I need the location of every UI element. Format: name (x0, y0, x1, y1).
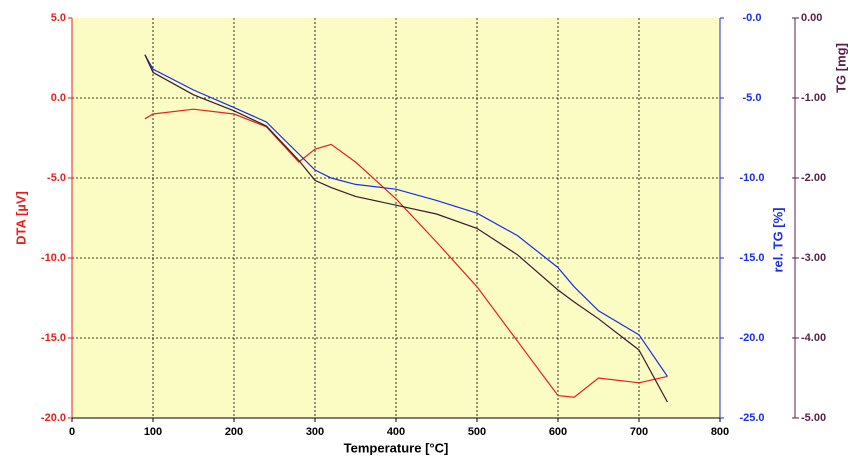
y3-tick-label: -4.00 (801, 332, 826, 344)
y-tick-label: -15.0 (41, 332, 66, 344)
y-tick-label: 0.0 (51, 92, 66, 104)
x-tick-label: 500 (468, 426, 486, 438)
y2-tick-label: -20.0 (739, 332, 764, 344)
y3-tick-label: -1.00 (801, 92, 826, 104)
y-tick-label: -5.0 (47, 172, 66, 184)
y-tick-label: -20.0 (41, 412, 66, 424)
y-tick-label: -10.0 (41, 252, 66, 264)
series-line (144, 108, 668, 398)
x-tick-label: 300 (306, 426, 324, 438)
series-line (144, 54, 668, 403)
y3-tick-label: -5.00 (801, 412, 826, 424)
y2-tick-label: -10.0 (739, 172, 764, 184)
y-tick-label: 5.0 (51, 12, 66, 24)
y-axis-title: DTA [µV] (13, 191, 28, 245)
x-tick-label: 400 (387, 426, 405, 438)
y2-axis-title: rel. TG [%] (770, 207, 785, 272)
y2-tick-label: -15.0 (739, 252, 764, 264)
x-tick-label: 600 (549, 426, 567, 438)
x-tick-label: 0 (69, 426, 75, 438)
y2-tick-label: -0.0 (743, 12, 762, 24)
y3-tick-label: -3.00 (801, 252, 826, 264)
x-axis-title: Temperature [°C] (344, 440, 449, 455)
y3-tick-label: 0.00 (801, 12, 822, 24)
series-line (144, 54, 668, 377)
x-tick-label: 200 (225, 426, 243, 438)
x-tick-label: 700 (630, 426, 648, 438)
y2-tick-label: -5.0 (743, 92, 762, 104)
x-tick-label: 100 (144, 426, 162, 438)
y2-tick-label: -25.0 (739, 412, 764, 424)
y3-tick-label: -2.00 (801, 172, 826, 184)
y3-axis-title: TG [mg] (833, 43, 848, 93)
x-tick-label: 800 (711, 426, 729, 438)
